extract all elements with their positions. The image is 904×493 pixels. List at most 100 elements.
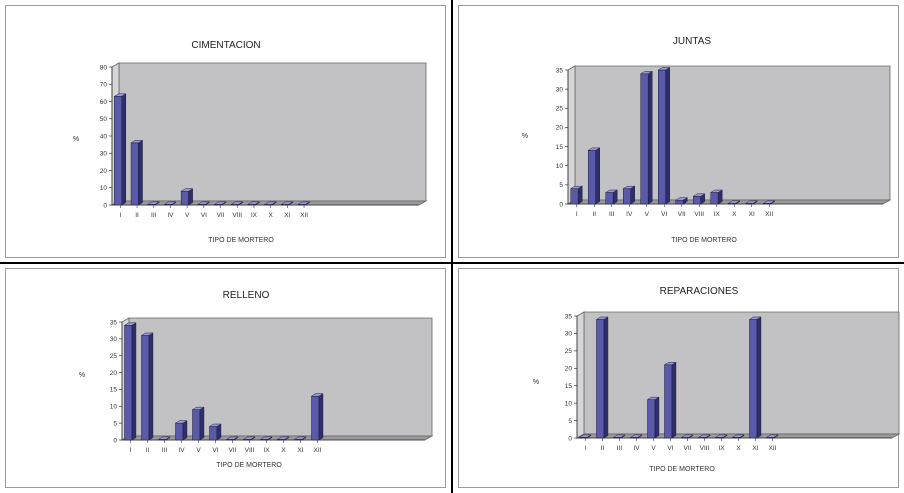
bar-top xyxy=(622,185,636,189)
bar-front xyxy=(605,192,614,205)
bar-front xyxy=(640,73,649,205)
bar-top xyxy=(569,185,584,189)
x-axis-label: TIPO DE MORTERO xyxy=(216,462,282,469)
x-tick-label: VII xyxy=(229,447,237,454)
y-axis-label: % xyxy=(73,136,79,143)
x-tick-label: V xyxy=(196,447,201,454)
x-tick-label: VI xyxy=(661,211,667,218)
y-tick-label: 10 xyxy=(565,400,573,407)
y-axis-label: % xyxy=(522,133,528,140)
bar xyxy=(208,423,222,441)
x-axis-label: TIPO DE MORTERO xyxy=(671,237,737,244)
bar xyxy=(213,201,227,206)
bar xyxy=(697,434,711,439)
x-tick-label: V xyxy=(651,445,656,452)
y-tick-label: 30 xyxy=(556,86,564,93)
x-tick-label: V xyxy=(185,212,190,219)
bar-front xyxy=(588,150,596,205)
x-tick-label: I xyxy=(585,445,587,452)
bar-top xyxy=(744,200,759,204)
bar-front xyxy=(124,325,133,441)
y-tick-label: 30 xyxy=(565,331,573,338)
bar-front xyxy=(130,142,139,206)
x-tick-label: VIII xyxy=(700,445,710,452)
x-tick-label: IV xyxy=(167,212,174,219)
bar-side xyxy=(188,188,193,206)
bar xyxy=(714,434,728,439)
y-tick-label: 60 xyxy=(100,99,108,106)
bar-front xyxy=(180,190,189,206)
bar-top xyxy=(276,436,290,440)
y-tick-label: 30 xyxy=(110,336,118,343)
bar-top xyxy=(242,436,256,440)
x-tick-label: VI xyxy=(201,212,207,219)
y-tick-label: 25 xyxy=(565,348,573,355)
bar-side xyxy=(647,70,653,205)
bar xyxy=(247,201,261,206)
chart-title: RELLENO xyxy=(223,290,270,301)
bar xyxy=(727,200,741,205)
y-tick-label: 0 xyxy=(559,201,563,208)
bar-top xyxy=(748,316,762,320)
y-tick-label: 10 xyxy=(556,163,564,170)
chart-panel-juntas: JUNTAS 0 5 10 15 20 25 30 35 I II III IV V VI VII VIII I… xyxy=(458,5,899,258)
y-tick-label: 20 xyxy=(110,370,118,377)
y-tick-label: 10 xyxy=(110,404,118,411)
bar-top xyxy=(208,423,222,427)
x-tick-label: XII xyxy=(765,211,773,218)
bar-side xyxy=(595,147,600,205)
y-tick-label: 15 xyxy=(556,144,564,151)
x-tick-label: XII xyxy=(314,447,322,454)
bar xyxy=(157,436,171,441)
x-tick-label: IV xyxy=(633,445,640,452)
bar-top xyxy=(123,322,137,326)
y-tick-label: 5 xyxy=(113,420,117,427)
bar xyxy=(140,332,154,441)
y-tick-label: 10 xyxy=(100,185,108,192)
chart-panel-cimentacion: CIMENTACION 0 10 20 30 40 50 60 70 80 I II III IV V VI… xyxy=(5,5,446,258)
x-tick-label: II xyxy=(135,212,139,219)
y-tick-label: 40 xyxy=(100,133,108,140)
y-tick-label: 15 xyxy=(565,383,573,390)
bar xyxy=(578,434,592,439)
bar-front xyxy=(623,188,631,205)
bar-front xyxy=(664,364,673,439)
bar-top xyxy=(714,434,728,438)
y-tick-label: 5 xyxy=(568,418,572,425)
bar xyxy=(663,361,677,439)
bar-top xyxy=(191,406,205,410)
bar-top xyxy=(259,436,273,440)
y-axis-label: % xyxy=(533,379,539,386)
bar-top xyxy=(646,396,660,400)
y-tick-label: 0 xyxy=(568,435,572,442)
chart-title: CIMENTACION xyxy=(191,40,260,51)
bar-front xyxy=(658,69,666,205)
y-tick-label: 0 xyxy=(113,437,117,444)
bar xyxy=(225,436,239,441)
bar xyxy=(276,436,290,441)
y-tick-label: 5 xyxy=(559,182,563,189)
bar-side xyxy=(603,316,609,439)
bar-top xyxy=(310,393,324,397)
bar-top xyxy=(263,201,277,205)
bar-top xyxy=(113,93,127,97)
plot-side-wall xyxy=(576,311,585,439)
x-tick-label: VI xyxy=(212,447,218,454)
bar-top xyxy=(604,189,619,193)
x-tick-label: XII xyxy=(300,212,308,219)
y-tick-label: 15 xyxy=(110,387,118,394)
bar-top xyxy=(157,436,171,440)
bar-top xyxy=(196,201,211,205)
bar xyxy=(263,201,277,206)
bar-side xyxy=(148,332,154,441)
bar xyxy=(310,393,324,441)
y-tick-label: 25 xyxy=(110,353,118,360)
bar-front xyxy=(675,199,684,205)
bar-top xyxy=(680,434,694,438)
x-tick-label: II xyxy=(146,447,150,454)
bar xyxy=(174,420,188,441)
bar xyxy=(657,67,671,205)
